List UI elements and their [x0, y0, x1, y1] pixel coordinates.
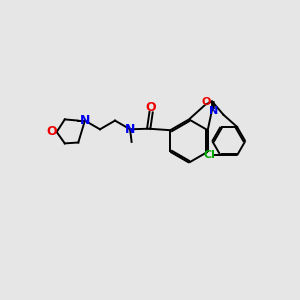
Text: O: O: [202, 97, 211, 107]
Text: O: O: [47, 125, 58, 139]
Text: N: N: [209, 106, 218, 116]
Text: Cl: Cl: [203, 150, 215, 161]
Text: N: N: [80, 113, 90, 127]
Text: O: O: [146, 100, 156, 114]
Text: N: N: [125, 123, 135, 136]
